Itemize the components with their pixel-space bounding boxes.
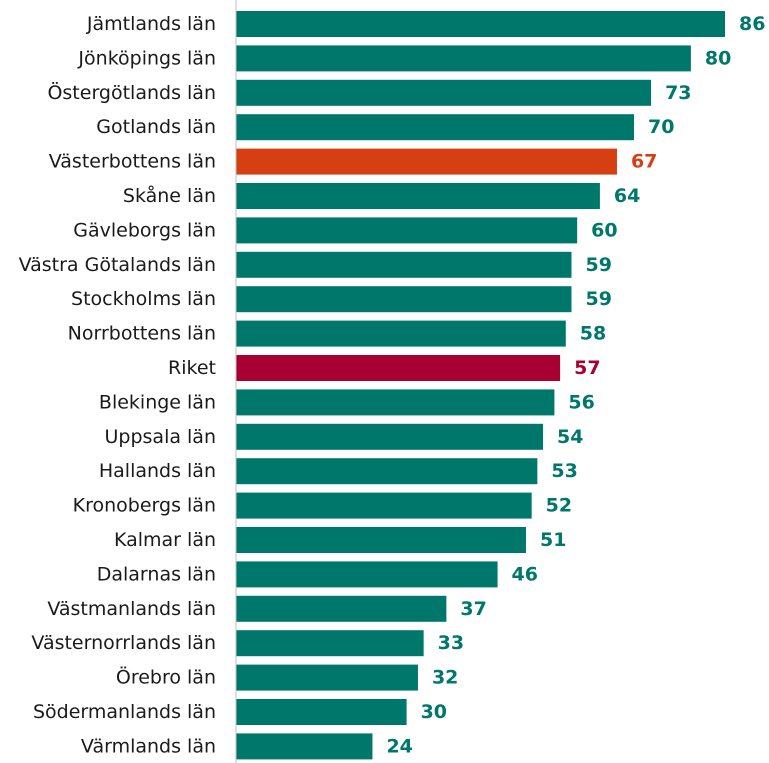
value-label: 70 bbox=[648, 116, 674, 138]
value-label: 32 bbox=[432, 667, 458, 689]
value-label: 54 bbox=[557, 426, 583, 448]
bar bbox=[236, 217, 578, 244]
bar bbox=[236, 148, 617, 175]
value-label: 73 bbox=[665, 82, 691, 104]
category-label: Örebro län bbox=[116, 666, 216, 689]
bar bbox=[236, 458, 538, 485]
category-label: Hallands län bbox=[99, 460, 216, 482]
value-label: 57 bbox=[574, 357, 600, 379]
value-label: 80 bbox=[705, 47, 731, 69]
value-label: 59 bbox=[585, 288, 611, 310]
value-label: 24 bbox=[386, 735, 412, 757]
category-label: Västernorrlands län bbox=[31, 632, 216, 654]
category-label: Södermanlands län bbox=[33, 701, 216, 723]
value-label: 64 bbox=[614, 185, 640, 207]
value-label: 37 bbox=[460, 598, 486, 620]
value-label: 51 bbox=[540, 529, 566, 551]
value-label: 33 bbox=[438, 632, 464, 654]
bar bbox=[236, 733, 373, 760]
value-label: 67 bbox=[631, 151, 657, 173]
category-label: Norrbottens län bbox=[68, 323, 216, 345]
bar bbox=[236, 79, 652, 106]
value-label: 53 bbox=[551, 460, 577, 482]
category-label: Västmanlands län bbox=[47, 598, 216, 620]
bar bbox=[236, 389, 555, 416]
category-label: Västra Götalands län bbox=[19, 254, 216, 276]
bar bbox=[236, 286, 572, 313]
bar bbox=[236, 355, 561, 381]
bar bbox=[236, 595, 447, 622]
labels-layer: Jämtlands län 86 Jönköpings län 80 Östergötl… bbox=[19, 13, 766, 757]
bar bbox=[236, 251, 572, 278]
bar bbox=[236, 492, 532, 519]
value-label: 60 bbox=[591, 219, 617, 241]
category-label: Jämtlands län bbox=[86, 13, 216, 35]
bar bbox=[236, 45, 691, 72]
category-label: Kalmar län bbox=[114, 529, 216, 551]
value-label: 58 bbox=[580, 323, 606, 345]
category-label: Blekinge län bbox=[99, 391, 216, 413]
bar bbox=[236, 699, 407, 725]
bar bbox=[236, 114, 635, 141]
category-label: Värmlands län bbox=[81, 735, 216, 757]
bar bbox=[236, 630, 424, 657]
bar bbox=[236, 183, 600, 209]
value-label: 59 bbox=[585, 254, 611, 276]
value-label: 56 bbox=[568, 391, 594, 413]
value-label: 52 bbox=[546, 495, 572, 517]
category-label: Gävleborgs län bbox=[73, 219, 216, 241]
bar bbox=[236, 527, 526, 553]
bars-layer bbox=[236, 11, 725, 760]
category-label: Skåne län bbox=[123, 184, 216, 207]
category-label: Stockholms län bbox=[71, 288, 216, 310]
category-label: Uppsala län bbox=[105, 426, 217, 448]
bar bbox=[236, 11, 725, 37]
category-label: Östergötlands län bbox=[47, 81, 216, 104]
value-label: 86 bbox=[739, 13, 765, 35]
value-label: 46 bbox=[512, 563, 538, 585]
bar bbox=[236, 320, 566, 347]
category-label: Dalarnas län bbox=[97, 563, 216, 585]
category-label: Västerbottens län bbox=[49, 151, 216, 173]
category-label: Kronobergs län bbox=[73, 495, 216, 517]
category-label: Riket bbox=[168, 357, 216, 379]
bar bbox=[236, 664, 418, 691]
bar bbox=[236, 423, 544, 450]
category-label: Gotlands län bbox=[96, 116, 216, 138]
category-label: Jönköpings län bbox=[77, 47, 216, 69]
bar bbox=[236, 561, 498, 588]
value-label: 30 bbox=[421, 701, 447, 723]
